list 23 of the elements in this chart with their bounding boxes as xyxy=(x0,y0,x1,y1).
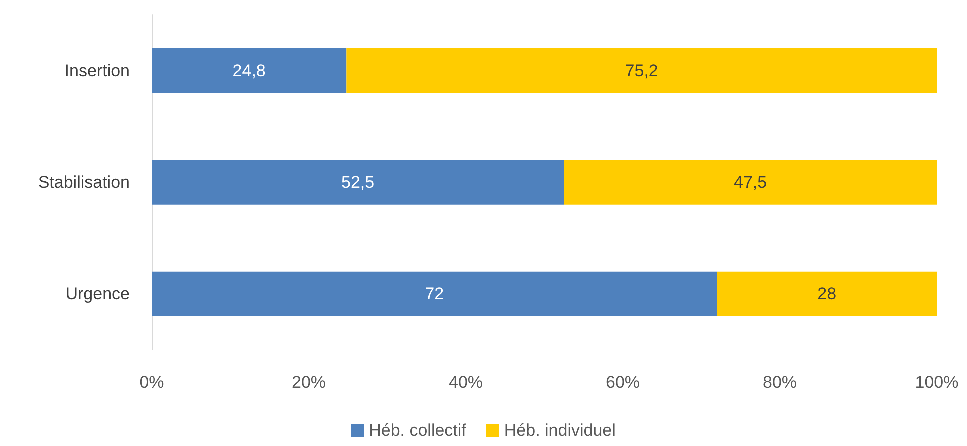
legend-label: Héb. individuel xyxy=(504,421,616,440)
data-label: 47,5 xyxy=(734,173,768,192)
bar xyxy=(346,48,937,94)
data-label: 72 xyxy=(425,284,444,304)
data-label: 75,2 xyxy=(625,61,658,80)
y-tick-label: Insertion xyxy=(64,61,130,80)
bar xyxy=(152,48,347,94)
x-tick-label: 40% xyxy=(448,373,484,392)
data-label: 52,5 xyxy=(342,173,375,192)
bar xyxy=(564,160,937,205)
legend-label: Héb. collectif xyxy=(369,421,467,440)
x-tick-label: 80% xyxy=(762,373,798,392)
x-tick-label: 60% xyxy=(606,373,640,392)
bar xyxy=(152,160,564,205)
y-tick-label: Urgence xyxy=(66,284,130,304)
y-tick-label: Stabilisation xyxy=(38,173,130,192)
bar xyxy=(717,272,937,316)
x-tick-label: 0% xyxy=(140,373,164,392)
x-tick-label: 100% xyxy=(915,373,959,392)
x-tick-label: 20% xyxy=(292,373,326,392)
bar xyxy=(152,272,718,316)
data-label: 28 xyxy=(818,284,837,304)
data-label: 24,8 xyxy=(232,61,266,80)
